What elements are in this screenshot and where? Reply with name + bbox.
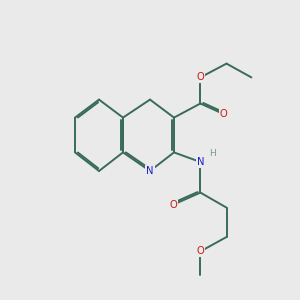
Text: N: N: [197, 157, 204, 167]
Text: O: O: [169, 200, 177, 210]
Text: N: N: [146, 166, 154, 176]
Text: O: O: [196, 72, 204, 82]
Text: O: O: [220, 109, 227, 119]
Text: H: H: [210, 149, 216, 158]
Text: O: O: [196, 246, 204, 256]
